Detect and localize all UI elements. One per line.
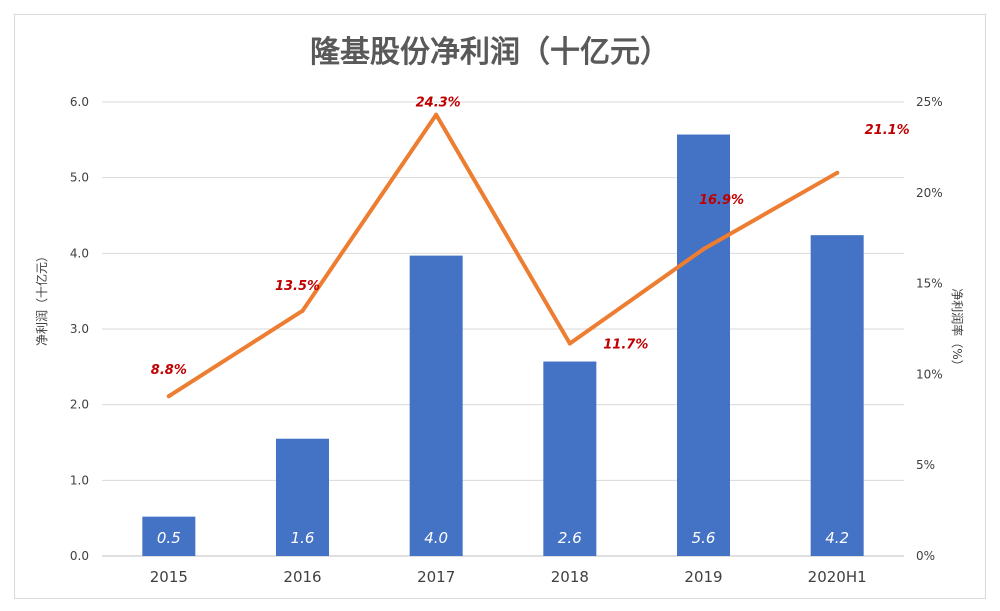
bar-data-label: 1.6 xyxy=(291,529,315,547)
y2-axis-ticks: 0% 5% 10% 15% 20% 25% xyxy=(916,95,943,563)
x-tick-label: 2020H1 xyxy=(808,568,867,586)
y-axis-ticks: 0.0 1.0 2.0 3.0 4.0 5.0 6.0 xyxy=(70,95,89,563)
bar xyxy=(543,361,597,556)
y-axis-label: 净利润（十亿元） xyxy=(34,250,49,346)
line-path xyxy=(166,112,840,399)
line-series: 8.8% 13.5% 24.3% 11.7% 16.9% 21.1% xyxy=(151,96,910,399)
bar-data-label: 4.2 xyxy=(825,529,849,547)
bar xyxy=(142,516,196,556)
bar xyxy=(677,134,730,556)
bar-data-label: 4.0 xyxy=(424,529,448,547)
gridlines xyxy=(102,101,904,557)
bar xyxy=(276,438,329,556)
y-tick-label: 6.0 xyxy=(70,95,89,109)
line-data-label: 11.7% xyxy=(603,338,648,353)
y-tick-label: 5.0 xyxy=(70,171,89,185)
x-tick-label: 2015 xyxy=(150,568,188,586)
y-tick-label: 1.0 xyxy=(70,473,89,487)
y2-tick-label: 0% xyxy=(916,549,935,563)
y-tick-label: 2.0 xyxy=(70,398,89,412)
chart-title: 隆基股份净利润（十亿元） xyxy=(310,35,670,70)
bar-data-label: 5.6 xyxy=(692,529,716,547)
bar xyxy=(409,255,463,556)
bar xyxy=(810,235,864,556)
y2-tick-label: 15% xyxy=(916,277,943,291)
line-point xyxy=(166,394,171,399)
y-tick-label: 4.0 xyxy=(70,246,89,260)
y2-tick-label: 10% xyxy=(916,367,943,381)
x-axis-ticks: 2015 2016 2017 2018 2019 2020H1 xyxy=(150,568,867,586)
line-point xyxy=(300,308,305,313)
y2-tick-label: 20% xyxy=(916,186,943,200)
bar-series: 0.5 1.6 4.0 2.6 5.6 4.2 xyxy=(142,134,864,556)
line-point xyxy=(567,341,572,346)
x-tick-label: 2016 xyxy=(283,568,321,586)
y-tick-label: 3.0 xyxy=(70,322,89,336)
line-data-label: 24.3% xyxy=(416,96,461,111)
bar-data-label: 2.6 xyxy=(558,529,582,547)
line-point xyxy=(434,112,439,117)
x-tick-label: 2018 xyxy=(551,568,589,586)
x-tick-label: 2019 xyxy=(684,568,722,586)
y2-tick-label: 5% xyxy=(916,458,935,472)
y-tick-label: 0.0 xyxy=(70,549,89,563)
line-point xyxy=(835,170,840,175)
line-point xyxy=(701,247,706,252)
y2-axis-label: 净利润率（%） xyxy=(950,288,965,371)
chart-border xyxy=(14,14,986,599)
line-data-label: 21.1% xyxy=(865,123,910,138)
line-data-label: 13.5% xyxy=(275,279,320,294)
bar-data-label: 0.5 xyxy=(157,529,181,547)
y2-tick-label: 25% xyxy=(916,95,943,109)
x-tick-label: 2017 xyxy=(417,568,455,586)
line-data-label: 16.9% xyxy=(699,193,744,208)
line-data-label: 8.8% xyxy=(151,363,187,378)
